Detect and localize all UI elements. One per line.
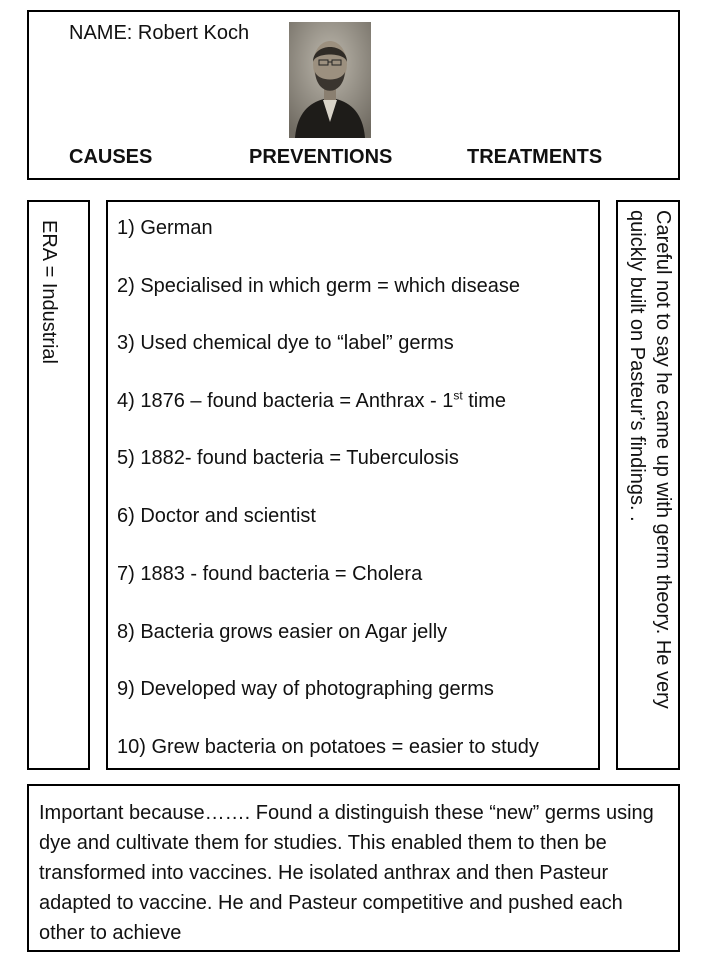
- fact-item: 9) Developed way of photographing germs: [117, 678, 494, 700]
- fact-item: 2) Specialised in which germ = which dis…: [117, 275, 520, 297]
- person-name: NAME: Robert Koch: [69, 22, 250, 44]
- fact-item: 1) German: [117, 217, 213, 239]
- facts-box: 1) German 2) Specialised in which germ =…: [106, 200, 600, 770]
- era-box: ERA = Industrial: [27, 200, 90, 770]
- fact-item: 8) Bacteria grows easier on Agar jelly: [117, 621, 448, 643]
- header-box: NAME: Robert Koch CAUSES PREVENTIONS TRE…: [27, 10, 680, 180]
- fact-item: 6) Doctor and scientist: [117, 505, 316, 527]
- fact-item: 5) 1882- found bacteria = Tuberculosis: [117, 447, 459, 469]
- importance-box: Important because……. Found a distinguish…: [27, 784, 680, 952]
- side-note-text: Careful not to say he came up with germ …: [626, 210, 674, 709]
- side-note-box: Careful not to say he came up with germ …: [616, 200, 680, 770]
- era-label: ERA = Industrial: [38, 220, 60, 364]
- fact-item: 3) Used chemical dye to “label” germs: [117, 332, 454, 354]
- category-treatments: TREATMENTS: [467, 146, 603, 168]
- fact-superscript: st: [453, 388, 463, 403]
- category-causes: CAUSES: [69, 146, 153, 168]
- fact-item: 7) 1883 - found bacteria = Cholera: [117, 563, 423, 585]
- category-preventions: PREVENTIONS: [249, 146, 393, 168]
- fact-item: 4) 1876 – found bacteria = Anthrax - 1st…: [117, 389, 506, 413]
- fact-item: 10) Grew bacteria on potatoes = easier t…: [117, 736, 539, 758]
- importance-text: Important because……. Found a distinguish…: [39, 802, 654, 944]
- fact-text: 4) 1876 – found bacteria = Anthrax - 1: [117, 390, 454, 412]
- fact-text: time: [462, 390, 507, 412]
- portrait-photo: [289, 22, 371, 138]
